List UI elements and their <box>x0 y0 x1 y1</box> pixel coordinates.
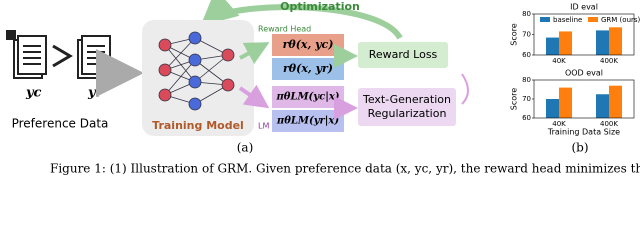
bar <box>596 94 609 118</box>
page: {"diagram": { "optimization": "Optimizat… <box>6 0 640 176</box>
chosen-label: yc <box>25 86 42 101</box>
panel-a: (a) <box>237 141 254 155</box>
preference-data-label: Preference Data <box>12 117 109 131</box>
reward-loss: Reward Loss <box>369 48 438 61</box>
y-tick-label: 80 <box>522 10 531 18</box>
optimization-label: Optimization <box>280 0 360 13</box>
legend-label: baseline <box>553 16 582 24</box>
legend-swatch <box>540 17 550 22</box>
legend-label: GRM (ours) <box>601 16 640 24</box>
y-axis-label: Score <box>510 88 519 110</box>
y-tick-label: 80 <box>522 76 531 84</box>
policy-chosen: πθLM(yc|x) <box>275 92 339 103</box>
x-tick-label: 400K <box>600 57 618 65</box>
rejected-label: yr <box>87 86 104 101</box>
policy-rejected-box <box>272 110 344 132</box>
x-tick-label: 40K <box>552 120 566 128</box>
bar <box>559 31 572 55</box>
bar <box>559 87 572 118</box>
bar <box>609 27 622 55</box>
reward-rejected: rθ(x, yr) <box>283 62 333 75</box>
chart-title: OOD eval <box>565 69 603 78</box>
lm-head-arrow <box>238 84 270 109</box>
regularization-line2: Regularization <box>368 107 447 120</box>
optimization-arrow <box>200 0 403 40</box>
regularization-line1: Text-Generation <box>362 93 451 106</box>
y-tick-label: 60 <box>522 51 531 59</box>
reward-head-label: Reward Head <box>258 25 311 34</box>
caption: Figure 1: (1) Illustration of GRM. Given… <box>50 162 640 176</box>
x-tick-label: 40K <box>552 57 566 65</box>
plot-frame <box>533 79 635 119</box>
reward-loss-box <box>358 42 448 68</box>
y-axis-label: Score <box>510 23 519 45</box>
y-tick-label: 70 <box>522 31 531 39</box>
link-arrow <box>461 73 469 105</box>
bar <box>546 99 559 118</box>
bar <box>609 85 622 118</box>
bar <box>546 37 559 55</box>
figure: Optimization yc yr Preference Data Train… <box>6 0 640 176</box>
regularization-box <box>358 88 456 126</box>
chart-title: ID eval <box>570 3 598 12</box>
x-tick-label: 400K <box>600 120 618 128</box>
legend-swatch <box>588 17 598 22</box>
reward-chosen-box <box>272 34 344 56</box>
preference-docs <box>13 35 111 79</box>
reward-rejected-box <box>272 58 344 80</box>
training-model-label: Training Model <box>152 119 244 132</box>
x-axis-label: Training Data Size <box>547 128 620 137</box>
panel-b: (b) <box>571 141 588 155</box>
thumb-icon <box>6 30 16 40</box>
y-tick-label: 70 <box>522 95 531 103</box>
plot-frame <box>533 13 635 56</box>
y-tick-label: 60 <box>522 114 531 122</box>
neural-net <box>158 31 235 111</box>
bar <box>596 30 609 55</box>
policy-chosen-box <box>272 86 344 108</box>
reward-chosen: rθ(x, yc) <box>283 38 334 51</box>
reward-head-arrow <box>239 42 270 65</box>
policy-rejected: πθLM(yr|x) <box>276 116 340 127</box>
